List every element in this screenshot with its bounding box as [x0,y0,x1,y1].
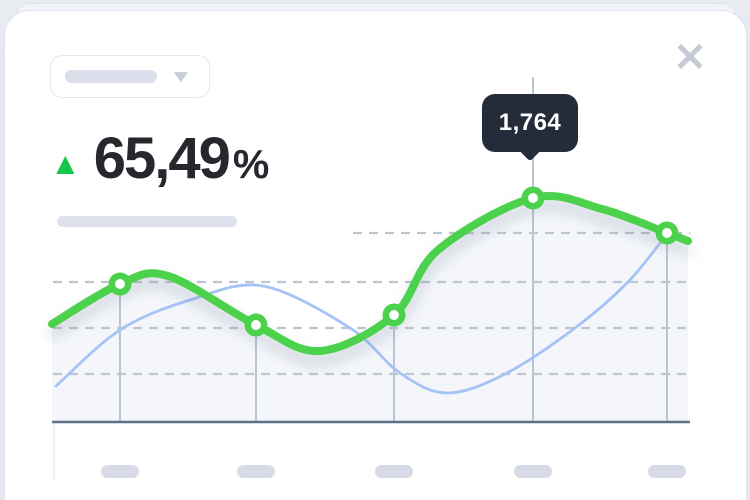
data-point-marker[interactable] [108,272,132,296]
x-tick-placeholder [101,465,139,478]
x-tick-placeholder [514,465,552,478]
close-icon: ✕ [673,36,707,80]
period-dropdown[interactable]: ▼ [50,55,210,98]
data-point-marker[interactable] [382,303,406,327]
stat-subtitle-placeholder [57,216,237,227]
trend-up-icon: ▲ [50,146,81,181]
dropdown-label-placeholder [65,70,157,83]
secondary-series-line [54,232,669,395]
stat-row: ▲ 65,49 % [50,130,269,188]
x-tick-placeholder [648,465,686,478]
x-tick-placeholder [375,465,413,478]
data-point-marker[interactable] [655,221,679,245]
stat-unit: % [232,141,270,187]
close-button[interactable]: ✕ [668,36,712,80]
primary-series-area [52,195,688,422]
tooltip: 1,764 [482,94,578,152]
data-point-marker[interactable] [521,186,545,210]
stat-value: 65,49 [93,126,231,191]
chevron-down-icon: ▼ [169,66,193,86]
tooltip-value: 1,764 [498,109,562,136]
data-point-marker[interactable] [244,313,268,337]
x-tick-placeholder [237,465,275,478]
